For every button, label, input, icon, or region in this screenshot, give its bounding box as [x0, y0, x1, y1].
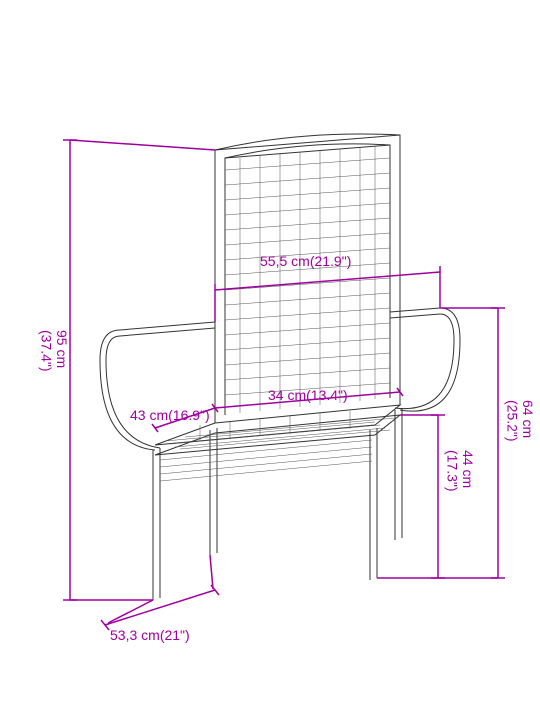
dimensions — [63, 140, 505, 630]
chair — [100, 134, 460, 600]
label-seat-depth: 43 cm(16.9") — [130, 408, 210, 423]
diagram-stage: 95 cm(37.4") 55,5 cm(21.9") 43 cm(16.9")… — [0, 0, 540, 720]
label-seat-height: 44 cm(17.3") — [444, 450, 475, 492]
label-base-depth: 53,3 cm(21") — [110, 628, 190, 643]
label-arm-width: 55,5 cm(21.9") — [260, 254, 351, 269]
label-arm-height: 64 cm(25.2") — [504, 400, 535, 442]
diagram-svg — [0, 0, 540, 720]
label-seat-width: 34 cm(13.4") — [268, 388, 348, 403]
label-total-height: 95 cm(37.4") — [38, 330, 69, 372]
